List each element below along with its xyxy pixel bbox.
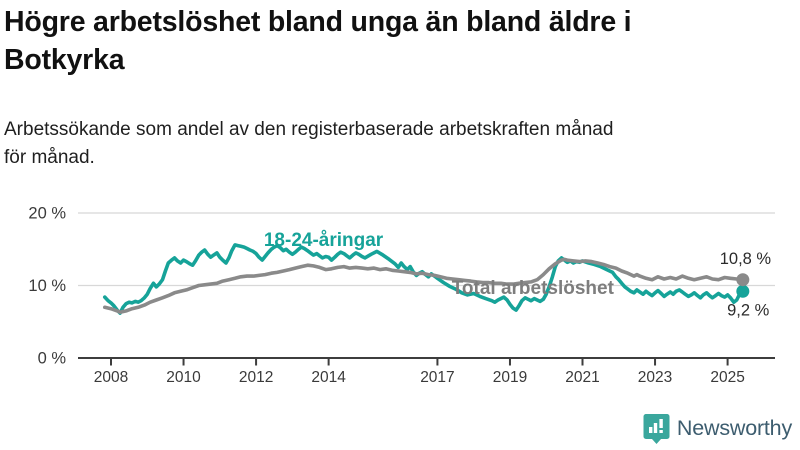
x-tick-label: 2010 bbox=[166, 369, 201, 386]
title-line-2: Botkyrka bbox=[4, 43, 125, 76]
x-tick-label: 2021 bbox=[565, 369, 599, 386]
line-chart: 0 % 10 % 20 % 2008 2010 2012 2014 2017 2019 2021 2… bbox=[28, 205, 775, 386]
x-tick-label: 2025 bbox=[710, 369, 744, 386]
newsworthy-wordmark: Newsworthy bbox=[676, 416, 792, 440]
x-tick-label: 2008 bbox=[94, 369, 128, 386]
exclamation-stem bbox=[659, 419, 663, 428]
newsworthy-pin-barchart-icon bbox=[643, 414, 670, 444]
bar-2 bbox=[653, 423, 658, 433]
series-line-total bbox=[103, 257, 745, 315]
x-tick-label: 2014 bbox=[311, 369, 346, 386]
x-tick-label: 2012 bbox=[239, 369, 273, 386]
bar-1 bbox=[648, 427, 653, 433]
end-dot-young bbox=[736, 284, 750, 298]
subtitle-line-1: Arbetssökande som andel av den registerb… bbox=[4, 119, 614, 140]
y-tick-label: 20 % bbox=[28, 205, 66, 223]
exclamation-dot bbox=[659, 430, 663, 433]
page-title: Högre arbetslöshet bland unga än bland ä… bbox=[4, 4, 794, 79]
y-tick-label: 0 % bbox=[38, 350, 67, 368]
x-tick-label: 2019 bbox=[493, 369, 527, 386]
end-value-label-young: 9,2 % bbox=[727, 301, 770, 319]
series-line-young bbox=[103, 243, 745, 315]
x-tick-label: 2023 bbox=[638, 369, 672, 386]
y-tick-label: 10 % bbox=[28, 277, 66, 295]
series-label-total: Total arbetslöshet bbox=[452, 278, 615, 299]
series-label-young: 18-24-åringar bbox=[264, 230, 384, 251]
newsworthy-logo[interactable]: Newsworthy bbox=[643, 413, 792, 444]
x-tick-label: 2017 bbox=[420, 369, 454, 386]
end-value-label-total: 10,8 % bbox=[720, 250, 772, 268]
end-dot-total bbox=[736, 273, 750, 287]
title-line-1: Högre arbetslöshet bland unga än bland ä… bbox=[4, 6, 632, 38]
chart-subtitle: Arbetssökande som andel av den registerb… bbox=[4, 116, 794, 171]
subtitle-line-2: för månad. bbox=[4, 146, 95, 168]
